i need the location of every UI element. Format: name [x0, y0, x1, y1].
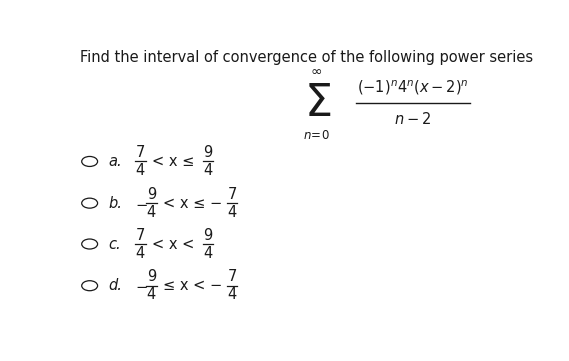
- Text: 4: 4: [203, 246, 212, 261]
- Text: 4: 4: [228, 205, 237, 220]
- Text: ≤ x < −: ≤ x < −: [163, 278, 222, 293]
- Text: b.: b.: [109, 196, 122, 211]
- Text: 7: 7: [228, 269, 237, 284]
- Text: 9: 9: [203, 145, 212, 160]
- Text: 7: 7: [228, 187, 237, 202]
- Text: Find the interval of convergence of the following power series: Find the interval of convergence of the …: [80, 50, 533, 65]
- Text: 7: 7: [135, 145, 145, 160]
- Text: $(-1)^n4^n(x-2)^n$: $(-1)^n4^n(x-2)^n$: [357, 78, 469, 97]
- Text: $n\!=\!0$: $n\!=\!0$: [303, 129, 329, 142]
- Text: < x <: < x <: [152, 236, 194, 252]
- Text: 4: 4: [136, 163, 145, 178]
- Text: c.: c.: [109, 236, 121, 252]
- Text: < x ≤ −: < x ≤ −: [163, 196, 222, 211]
- Text: 4: 4: [228, 287, 237, 303]
- Text: $n-2$: $n-2$: [394, 111, 431, 127]
- Text: 4: 4: [203, 163, 212, 178]
- Text: 9: 9: [203, 228, 212, 243]
- Text: 4: 4: [147, 205, 156, 220]
- Text: $-$: $-$: [135, 278, 148, 293]
- Text: $-$: $-$: [135, 196, 148, 211]
- Text: 4: 4: [147, 287, 156, 303]
- Text: 7: 7: [135, 228, 145, 243]
- Text: 9: 9: [147, 269, 156, 284]
- Text: a.: a.: [109, 154, 122, 169]
- Text: $\infty$: $\infty$: [310, 64, 322, 78]
- Text: < x ≤: < x ≤: [152, 154, 194, 169]
- Text: $\Sigma$: $\Sigma$: [304, 82, 332, 125]
- Text: 4: 4: [136, 246, 145, 261]
- Text: 9: 9: [147, 187, 156, 202]
- Text: d.: d.: [109, 278, 122, 293]
